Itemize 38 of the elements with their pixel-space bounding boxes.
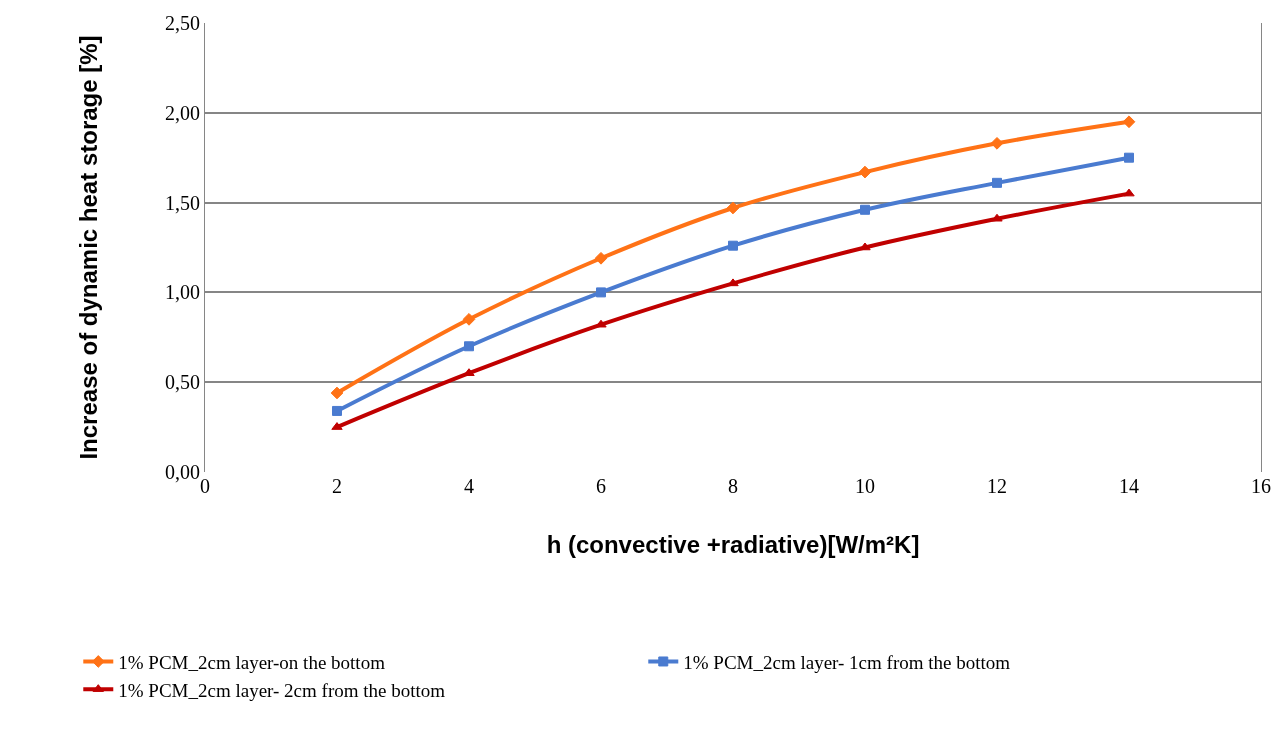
x-tick-label: 2 xyxy=(332,475,342,497)
x-tick-label: 14 xyxy=(1119,475,1139,497)
point xyxy=(728,240,738,251)
x-tick-label: 4 xyxy=(464,475,474,497)
x-tick-label: 12 xyxy=(987,475,1007,497)
legend-label: 1% PCM_2cm layer-on the bottom xyxy=(118,651,386,673)
x-tick-label: 16 xyxy=(1251,475,1271,497)
point xyxy=(332,405,342,416)
point xyxy=(860,204,870,215)
point xyxy=(859,242,871,251)
x-tick-label: 8 xyxy=(728,475,738,497)
x-tick-label: 6 xyxy=(596,475,606,497)
point xyxy=(1122,115,1136,129)
point xyxy=(1124,152,1134,163)
point xyxy=(594,251,608,265)
y-tick-label: 0,50 xyxy=(165,371,200,394)
point xyxy=(990,136,1004,150)
point xyxy=(464,341,474,352)
point xyxy=(858,165,872,179)
point xyxy=(330,386,344,400)
point xyxy=(1123,188,1135,197)
y-tick-label: 1,50 xyxy=(165,191,200,214)
legend-label: 1% PCM_2cm layer- 2cm from the bottom xyxy=(118,679,446,701)
x-tick-label: 0 xyxy=(200,475,210,497)
y-tick-label: 1,00 xyxy=(165,281,200,304)
y-axis-title: Increase of dynamic heat storage [%] xyxy=(75,35,103,460)
point xyxy=(727,278,739,287)
legend-label: 1% PCM_2cm layer- 1cm from the bottom xyxy=(683,651,1011,673)
y-tick-label: 0,00 xyxy=(165,461,200,483)
point xyxy=(462,312,476,326)
point xyxy=(726,201,740,215)
x-tick-label: 10 xyxy=(855,475,875,497)
y-tick-label: 2,50 xyxy=(165,12,200,34)
point xyxy=(991,213,1003,222)
y-tick-label: 2,00 xyxy=(165,101,200,124)
point xyxy=(596,287,606,298)
x-axis-title: h (convective +radiative)[W/m²K] xyxy=(546,531,920,559)
point xyxy=(992,177,1002,188)
